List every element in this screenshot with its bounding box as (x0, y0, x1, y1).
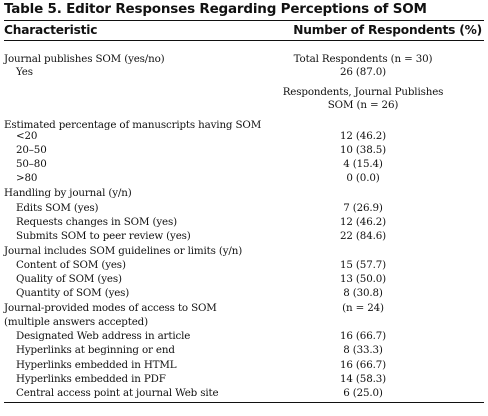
table-row: Journal publishes SOM (yes/no) Total Resp… (4, 53, 484, 65)
row-value: 13 (50.0) (340, 273, 386, 285)
table-header: Characteristic Number of Respondents (%) (4, 20, 484, 41)
row-characteristic: 20–50 (16, 144, 47, 156)
row-characteristic: Estimated percentage of manuscripts havi… (4, 119, 262, 131)
header-respondents: Number of Respondents (%) (293, 23, 482, 37)
table-row: <20 12 (46.2) (4, 130, 484, 142)
row-characteristic: >80 (16, 172, 38, 184)
row-characteristic: (multiple answers accepted) (4, 316, 148, 328)
row-characteristic: Hyperlinks at beginning or end (16, 344, 175, 356)
row-characteristic: Submits SOM to peer review (yes) (16, 230, 191, 242)
table-row: (multiple answers accepted) (4, 316, 484, 328)
row-characteristic: Content of SOM (yes) (16, 259, 126, 271)
row-characteristic: Journal-provided modes of access to SOM (4, 302, 217, 314)
row-value: (n = 24) (342, 302, 384, 314)
row-characteristic: Journal includes SOM guidelines or limit… (4, 245, 243, 257)
header-characteristic: Characteristic (4, 23, 98, 37)
row-value: 15 (57.7) (340, 259, 386, 271)
table-row: Handling by journal (y/n) (4, 187, 484, 199)
row-value: Total Respondents (n = 30) (293, 53, 433, 65)
row-characteristic: Requests changes in SOM (yes) (16, 216, 177, 228)
row-value: 16 (66.7) (340, 359, 386, 371)
row-characteristic: Yes (16, 66, 33, 78)
table-row: >80 0 (0.0) (4, 172, 484, 184)
row-characteristic: Hyperlinks embedded in HTML (16, 359, 177, 371)
table-row: Yes 26 (87.0) (4, 66, 484, 78)
row-characteristic: Journal publishes SOM (yes/no) (4, 53, 165, 65)
row-value: 0 (0.0) (346, 172, 380, 184)
table-row: Respondents, Journal Publishes (4, 86, 484, 98)
row-characteristic: 50–80 (16, 158, 47, 170)
table-row: Submits SOM to peer review (yes) 22 (84.6… (4, 230, 484, 242)
table-row: Hyperlinks at beginning or end 8 (33.3) (4, 344, 484, 356)
table-row: Central access point at journal Web site… (4, 387, 484, 399)
row-characteristic: Hyperlinks embedded in PDF (16, 373, 166, 385)
table-row: Hyperlinks embedded in PDF 14 (58.3) (4, 373, 484, 385)
row-value: 14 (58.3) (340, 373, 386, 385)
table-row: 50–80 4 (15.4) (4, 158, 484, 170)
table-row: SOM (n = 26) (4, 99, 484, 111)
row-characteristic: Quantity of SOM (yes) (16, 287, 130, 299)
table-row: Designated Web address in article 16 (66.… (4, 330, 484, 342)
row-characteristic: Quality of SOM (yes) (16, 273, 122, 285)
row-value: 22 (84.6) (340, 230, 386, 242)
row-characteristic: Edits SOM (yes) (16, 202, 99, 214)
table-row: Journal-provided modes of access to SOM (… (4, 302, 484, 314)
table-row: Edits SOM (yes) 7 (26.9) (4, 202, 484, 214)
row-value: 12 (46.2) (340, 216, 386, 228)
som-table: Table 5. Editor Responses Regarding Perc… (4, 0, 484, 403)
table-row: Journal includes SOM guidelines or limit… (4, 245, 484, 257)
table-row: Quantity of SOM (yes) 8 (30.8) (4, 287, 484, 299)
row-value: 26 (87.0) (340, 66, 386, 78)
row-value: 12 (46.2) (340, 130, 386, 142)
table-title: Table 5. Editor Responses Regarding Perc… (4, 1, 427, 17)
row-characteristic: <20 (16, 130, 38, 142)
table-bottom-rule (4, 402, 484, 403)
row-value: 6 (25.0) (343, 387, 383, 399)
table-row: Quality of SOM (yes) 13 (50.0) (4, 273, 484, 285)
table-row: Content of SOM (yes) 15 (57.7) (4, 259, 484, 271)
row-characteristic: Handling by journal (y/n) (4, 187, 132, 199)
table-row: 20–50 10 (38.5) (4, 144, 484, 156)
row-value: 16 (66.7) (340, 330, 386, 342)
row-characteristic: Designated Web address in article (16, 330, 191, 342)
row-value: 8 (30.8) (343, 287, 383, 299)
table-row: Estimated percentage of manuscripts havi… (4, 119, 484, 131)
table-row: Requests changes in SOM (yes) 12 (46.2) (4, 216, 484, 228)
row-value: 7 (26.9) (343, 202, 383, 214)
row-value: Respondents, Journal Publishes (282, 86, 444, 98)
row-value: 10 (38.5) (340, 144, 386, 156)
row-value: 4 (15.4) (343, 158, 383, 170)
table-row: Hyperlinks embedded in HTML 16 (66.7) (4, 359, 484, 371)
row-value: 8 (33.3) (343, 344, 383, 356)
row-characteristic: Central access point at journal Web site (16, 387, 219, 399)
row-value: SOM (n = 26) (327, 99, 399, 111)
